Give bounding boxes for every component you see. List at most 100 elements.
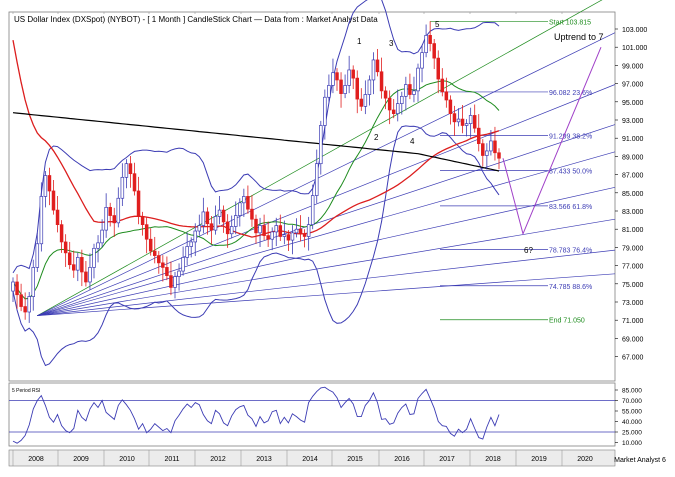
candle-up: [371, 59, 376, 81]
rsi-tick-label: 70.000: [622, 398, 642, 405]
candle-up: [310, 195, 315, 225]
candle-down: [19, 294, 23, 307]
candle-down: [298, 228, 303, 235]
candle-up: [468, 115, 473, 124]
candle-down: [355, 77, 360, 100]
fan-line: [37, 32, 616, 316]
candle-up: [43, 175, 48, 197]
candle-down: [246, 196, 250, 210]
fan-line: [37, 151, 616, 316]
x-tick-label: 2011: [164, 456, 179, 463]
candle-down: [448, 99, 453, 114]
candle-down: [481, 143, 485, 156]
candle-down: [144, 224, 149, 240]
candle-up: [319, 125, 323, 165]
candle-down: [262, 225, 266, 236]
fan-line: [37, 249, 616, 316]
x-tick-label: 2013: [256, 456, 272, 463]
main-plot-frame: [8, 11, 616, 382]
candle-up: [331, 72, 335, 86]
projection-group: [502, 47, 602, 236]
rsi-title: 5 Period RSI: [12, 388, 40, 394]
candle-up: [306, 224, 311, 237]
fib-label: 74.785 88.6%: [549, 284, 592, 291]
candle-up: [177, 270, 181, 277]
rsi-line: [12, 386, 500, 444]
candle-up: [424, 35, 428, 54]
candles-group: [11, 21, 501, 323]
wave-label: 4: [410, 137, 415, 146]
fib-label: 87.433 50.0%: [549, 169, 592, 176]
x-tick-label: 2017: [439, 456, 455, 463]
candle-down: [71, 264, 76, 271]
wave-label: 1: [357, 37, 362, 46]
candle-up: [343, 85, 347, 94]
candle-up: [363, 94, 368, 107]
candle-down: [477, 127, 481, 145]
candle-up: [201, 211, 206, 226]
y-tick-label: 83.000: [622, 209, 644, 216]
candle-down: [387, 97, 392, 111]
y-tick-label: 87.000: [622, 173, 644, 180]
x-tick-label: 2019: [531, 456, 547, 463]
candle-up: [234, 215, 238, 227]
candle-up: [185, 246, 189, 258]
y-tick-label: 71.000: [622, 318, 644, 325]
candle-down: [432, 43, 436, 59]
candle-down: [335, 72, 339, 81]
candle-up: [11, 281, 15, 292]
fan-lines-group: [37, 0, 616, 316]
projection-path: [502, 47, 602, 236]
candle-up: [396, 103, 400, 114]
candle-up: [100, 229, 104, 244]
y-tick-label: 69.000: [622, 336, 644, 343]
fan-line: [37, 84, 616, 316]
y-axis-group: 103.000 101.000 99.000 97.000 95.000 93.000 91…: [615, 27, 647, 362]
candle-down: [140, 216, 145, 226]
candle-down: [493, 140, 497, 154]
candle-down: [351, 69, 355, 79]
candle-down: [440, 78, 445, 93]
candle-up: [416, 67, 420, 92]
candle-up: [96, 242, 100, 249]
candle-down: [278, 225, 283, 237]
candle-down: [436, 57, 441, 80]
candle-up: [39, 196, 44, 245]
candle-up: [31, 267, 36, 297]
candle-down: [161, 262, 165, 268]
candle-down: [205, 211, 210, 225]
fib-label: 96.082 23.6%: [549, 90, 592, 97]
fan-line: [37, 186, 616, 316]
candle-up: [197, 225, 202, 232]
fan-line: [37, 218, 616, 316]
candle-up: [400, 95, 404, 104]
candle-up: [35, 243, 40, 268]
y-tick-label: 67.000: [622, 355, 644, 362]
wave-label: 3: [389, 39, 394, 48]
candle-up: [229, 226, 234, 235]
candle-up: [116, 197, 121, 224]
candle-up: [173, 276, 177, 288]
y-tick-label: 103.000: [622, 27, 647, 34]
x-axis-group: 2008 2009 2010 2011 2012 2013 2014 2015 2016 2017…: [12, 12, 666, 466]
candle-up: [242, 196, 246, 204]
rsi-tick-label: 40.000: [622, 419, 642, 426]
bollinger-lower: [12, 125, 500, 367]
candle-up: [489, 140, 493, 152]
candle-down: [359, 98, 364, 107]
candle-down: [15, 281, 19, 296]
candle-down: [157, 255, 161, 264]
candle-up: [282, 234, 287, 237]
candle-down: [47, 175, 52, 192]
candle-down: [112, 215, 116, 224]
date-axis-strip: [8, 449, 616, 467]
candle-down: [55, 209, 60, 225]
candle-up: [92, 247, 96, 268]
x-tick-label: 2010: [119, 456, 135, 463]
candle-down: [250, 208, 254, 220]
y-tick-label: 101.000: [622, 45, 647, 52]
candle-up: [347, 69, 351, 86]
candle-up: [404, 84, 408, 97]
x-tick-label: 2014: [302, 456, 318, 463]
candle-down: [132, 173, 137, 192]
